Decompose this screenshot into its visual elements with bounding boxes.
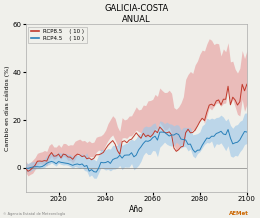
Text: © Agencia Estatal de Meteorología: © Agencia Estatal de Meteorología [3, 212, 65, 216]
X-axis label: Año: Año [129, 205, 144, 214]
Legend: RCP8.5    ( 10 ), RCP4.5    ( 10 ): RCP8.5 ( 10 ), RCP4.5 ( 10 ) [28, 27, 87, 43]
Text: AEMet: AEMet [229, 211, 249, 216]
Title: GALICIA-COSTA
ANUAL: GALICIA-COSTA ANUAL [104, 4, 168, 24]
Y-axis label: Cambio en días cálidos (%): Cambio en días cálidos (%) [4, 65, 10, 151]
